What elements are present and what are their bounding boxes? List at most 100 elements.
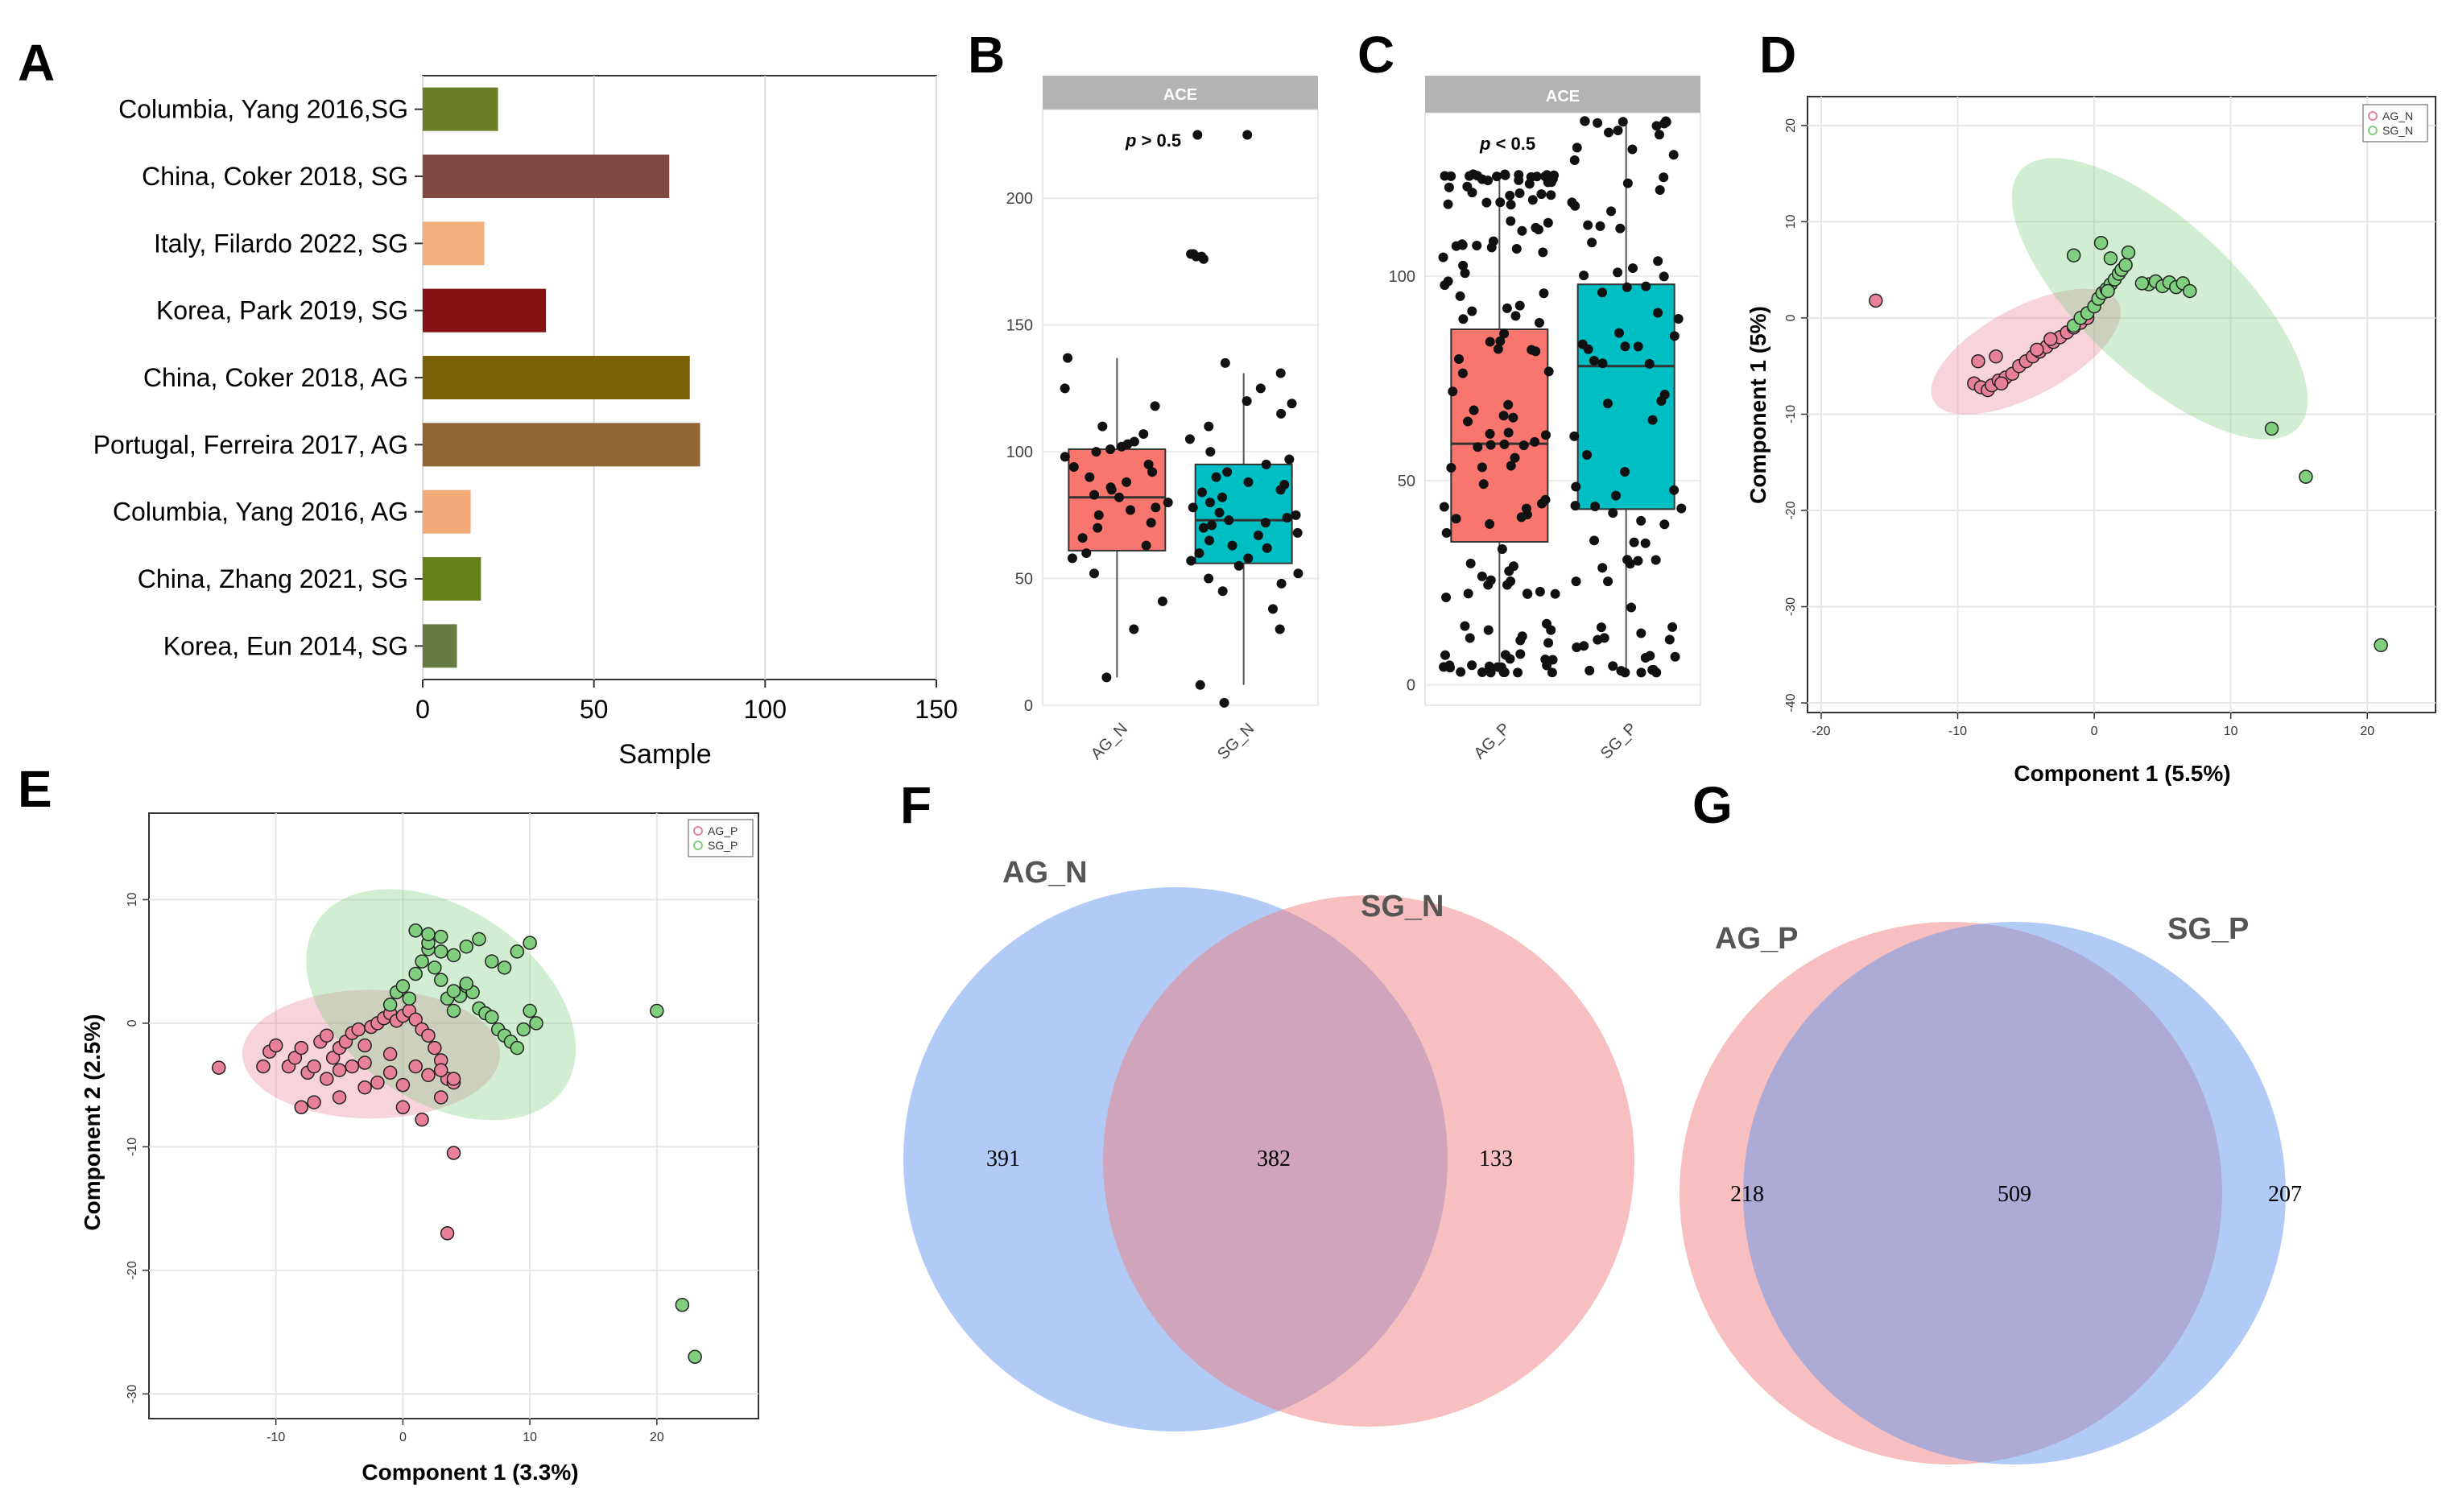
panel-a-x-tick-label: 0 — [415, 695, 430, 724]
panel-a-bar — [423, 557, 481, 601]
box-point — [1293, 568, 1304, 579]
box-point — [1538, 247, 1548, 258]
box-point — [1540, 654, 1551, 664]
scatter-point — [433, 973, 448, 987]
box-point — [1455, 291, 1465, 301]
panel-e-y-label: Component 2 (2.5%) — [80, 1014, 105, 1230]
panel-a-bar-chart: Columbia, Yang 2016,SG China, Coker 2018,… — [93, 75, 958, 770]
box-point — [1536, 189, 1547, 200]
box-point — [1460, 621, 1470, 631]
box-point — [1602, 399, 1613, 409]
box-point — [1633, 556, 1643, 566]
scatter-point — [320, 1028, 334, 1043]
panel-c-strip — [1425, 76, 1700, 113]
box-point — [1651, 555, 1661, 565]
box-point — [1484, 661, 1494, 671]
box-point — [1291, 510, 1301, 520]
scatter-point — [307, 1095, 321, 1109]
box-x-tick-label: AG_P — [1471, 720, 1514, 762]
box-point — [1620, 667, 1630, 678]
box-point — [1628, 263, 1638, 274]
box-point — [1550, 589, 1560, 599]
panel-f-venn: AG_N SG_N 391 382 133 — [903, 856, 1634, 1431]
box-point — [1620, 341, 1630, 352]
box-point — [1582, 450, 1593, 461]
panel-a-category-label: Korea, Eun 2014, SG — [163, 631, 408, 660]
box-point — [1483, 176, 1494, 186]
box-point — [1275, 624, 1285, 634]
panel-a-bar — [423, 87, 498, 131]
box-point — [1597, 287, 1607, 298]
box-point — [1465, 558, 1476, 568]
box-point — [1534, 317, 1544, 328]
box-point — [1603, 576, 1613, 587]
box-point — [1661, 117, 1671, 127]
box-point — [1060, 452, 1070, 462]
scatter-point — [395, 1100, 411, 1115]
box-point — [1198, 523, 1209, 533]
panel-b-annotation: p > 0.5 — [1125, 130, 1181, 151]
scatter-point — [408, 1059, 423, 1074]
box-point — [1196, 251, 1207, 262]
panel-a-bar — [423, 221, 485, 266]
panel-a-category-label: Korea, Park 2019, SG — [156, 296, 408, 325]
panel-e-scatter: -10 0 10 20 -30 -20 -10 0 10 AG_P SG_P Component 1… — [80, 812, 759, 1485]
box-point — [1255, 383, 1266, 394]
scatter-point — [510, 944, 525, 959]
box-point — [1505, 654, 1515, 664]
scatter-point — [256, 1059, 271, 1074]
box-point — [1499, 439, 1510, 449]
box-point — [1523, 589, 1533, 599]
box-point — [1093, 510, 1104, 520]
panel-label-a: A — [18, 34, 55, 92]
panel-a-bars — [423, 87, 700, 668]
scatter-point — [351, 1022, 366, 1037]
scatter-x-tick-label: -10 — [266, 1431, 285, 1444]
scatter-point — [510, 1040, 525, 1056]
panel-d-y-label: Component 1 (5%) — [1746, 306, 1770, 504]
box-point — [1587, 238, 1597, 248]
panel-b-annotation-value: > 0.5 — [1136, 130, 1181, 151]
venn-f-label-right: SG_N — [1361, 890, 1444, 923]
scatter-y-tick-label: 10 — [1784, 214, 1798, 229]
box-point — [1636, 667, 1647, 678]
box-point — [1603, 127, 1613, 138]
scatter-point — [497, 960, 512, 975]
scatter-point — [1989, 349, 2003, 364]
panel-c-annotation-p: p — [1479, 134, 1490, 154]
box-point — [1068, 462, 1079, 472]
scatter-point — [446, 984, 461, 998]
scatter-y-tick-label: -30 — [126, 1385, 139, 1403]
scatter-point — [408, 1012, 423, 1027]
box-point — [1664, 634, 1675, 645]
box-point — [1585, 665, 1595, 675]
scatter-x-tick-label: 20 — [650, 1431, 664, 1444]
box-point — [1667, 622, 1678, 632]
panel-a-category-label: China, Coker 2018, SG — [142, 162, 408, 191]
box-point — [1506, 200, 1516, 210]
box-x-tick-label: AG_N — [1088, 720, 1131, 763]
box-point — [1535, 586, 1545, 597]
box-point — [1184, 434, 1195, 444]
box-point — [1243, 553, 1254, 564]
scatter-point — [294, 1100, 308, 1115]
box-point — [1454, 353, 1465, 364]
scatter-point — [2299, 469, 2313, 484]
box-point — [1467, 660, 1477, 671]
panel-a-category-label: Italy, Filardo 2022, SG — [154, 229, 408, 258]
box-point — [1651, 667, 1662, 678]
box-point — [1503, 428, 1514, 438]
box-point — [1204, 573, 1214, 584]
box-point — [1570, 200, 1580, 211]
scatter-point — [421, 1068, 436, 1083]
box-point — [1444, 182, 1454, 192]
box-point — [1659, 519, 1670, 530]
box-point — [1457, 240, 1468, 250]
scatter-point — [370, 1075, 385, 1090]
scatter-point — [459, 939, 474, 954]
scatter-point — [294, 1040, 308, 1056]
scatter-point — [428, 960, 442, 975]
box-point — [1511, 244, 1522, 254]
box-point — [1527, 195, 1538, 205]
